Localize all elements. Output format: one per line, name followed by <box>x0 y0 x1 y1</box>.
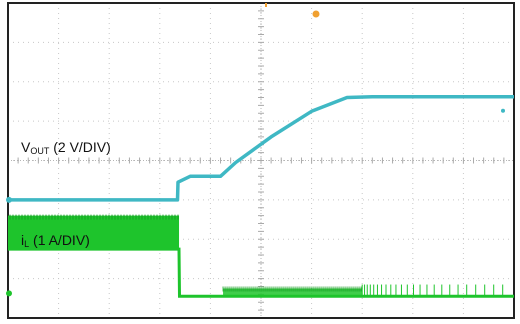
trigger-marker <box>312 10 320 18</box>
plot-frame <box>7 2 515 319</box>
vout-label-sub: OUT <box>30 146 50 156</box>
vout-trace <box>8 94 514 202</box>
svg-text:VOUT (2 V/DIV): VOUT (2 V/DIV) <box>21 139 111 156</box>
traces <box>6 94 514 298</box>
vout-end-marker <box>501 108 505 113</box>
il-label-sub: L <box>24 239 29 249</box>
il-ground-marker <box>6 290 12 297</box>
il-label-main: i <box>21 232 24 248</box>
vout-label-main: V <box>21 139 31 155</box>
grid <box>7 2 515 319</box>
svg-text:iL (1 A/DIV): iL (1 A/DIV) <box>21 232 90 249</box>
il-label: iL (1 A/DIV) <box>21 232 90 249</box>
trigger-position-marker <box>265 3 267 7</box>
vout-ground-marker <box>6 196 12 203</box>
il-label-scale: (1 A/DIV) <box>29 232 90 248</box>
il-burst-region <box>223 288 363 297</box>
il-ripple-envelope <box>8 215 180 250</box>
vout-label: VOUT (2 V/DIV) <box>21 139 111 156</box>
vout-label-scale: (2 V/DIV) <box>49 139 110 155</box>
